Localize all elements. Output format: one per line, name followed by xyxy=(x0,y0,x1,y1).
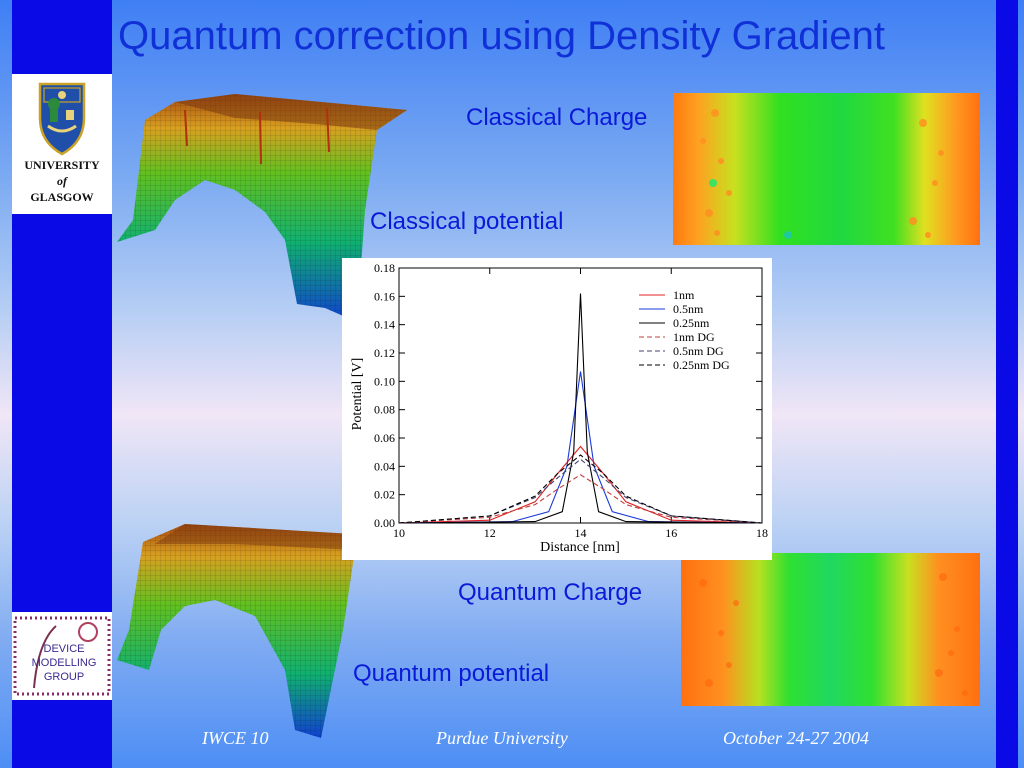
x-tick-label: 14 xyxy=(575,526,587,540)
y-tick-label: 0.08 xyxy=(374,403,395,417)
classical-potential-label: Classical potential xyxy=(370,208,564,235)
slide-title: Quantum correction using Density Gradien… xyxy=(118,14,886,58)
series-line-1nm xyxy=(398,445,763,524)
y-tick-label: 0.12 xyxy=(374,346,395,360)
series-line-0.5nm xyxy=(398,371,763,524)
series-line-0.25nm xyxy=(398,293,763,524)
university-line-2: of xyxy=(57,174,67,188)
x-tick-label: 10 xyxy=(393,526,405,540)
legend-label: 0.5nm xyxy=(673,302,704,316)
legend-label: 0.25nm DG xyxy=(673,358,730,372)
series-line-0.25nm-dg xyxy=(398,454,763,524)
y-tick-label: 0.14 xyxy=(374,318,395,332)
x-tick-label: 18 xyxy=(756,526,768,540)
y-tick-label: 0.02 xyxy=(374,488,395,502)
quantum-charge-heatmap xyxy=(681,553,980,706)
quantum-potential-label: Quantum potential xyxy=(353,660,550,687)
right-border-band xyxy=(996,0,1018,768)
y-tick-label: 0.06 xyxy=(374,431,395,445)
svg-text:DEVICE: DEVICE xyxy=(44,643,85,655)
footer-venue: Purdue University xyxy=(436,728,568,748)
legend-label: 0.25nm xyxy=(673,316,710,330)
chart-background xyxy=(342,258,772,560)
university-line-3: GLASGOW xyxy=(30,190,94,204)
legend-label: 0.5nm DG xyxy=(673,344,724,358)
footer-conference: IWCE 10 xyxy=(202,728,269,748)
university-line-1: UNIVERSITY xyxy=(24,158,100,172)
y-tick-label: 0.00 xyxy=(374,516,395,530)
svg-text:GROUP: GROUP xyxy=(44,671,84,683)
y-tick-label: 0.10 xyxy=(374,374,395,388)
legend-label: 1nm xyxy=(673,288,695,302)
y-axis-label: Potential [V] xyxy=(350,358,365,431)
quantum-potential-surface-plot xyxy=(117,524,387,738)
crest-icon xyxy=(38,82,86,156)
svg-text:MODELLING: MODELLING xyxy=(32,657,97,669)
x-tick-label: 16 xyxy=(665,526,677,540)
series-line-1nm-dg xyxy=(398,474,763,524)
potential-line-chart: 10 12 14 16 18 0.00 0.02 0.04 0.06 0.08 0.10 0.12 0.… xyxy=(342,258,772,560)
quantum-charge-label: Quantum Charge xyxy=(458,579,643,606)
university-logo: UNIVERSITY of GLASGOW xyxy=(12,74,112,214)
classical-potential-surface-plot xyxy=(117,94,407,322)
x-tick-label: 12 xyxy=(484,526,496,540)
dmg-logo-icon: DEVICE MODELLING GROUP xyxy=(13,616,111,696)
classical-charge-label: Classical Charge xyxy=(466,104,648,131)
y-tick-label: 0.16 xyxy=(374,289,395,303)
x-axis-label: Distance [nm] xyxy=(540,540,620,555)
y-tick-label: 0.18 xyxy=(374,261,395,275)
y-tick-label: 0.04 xyxy=(374,459,395,473)
classical-charge-heatmap xyxy=(673,93,980,245)
legend-label: 1nm DG xyxy=(673,330,715,344)
device-modelling-group-logo: DEVICE MODELLING GROUP xyxy=(12,612,112,700)
footer-date: October 24-27 2004 xyxy=(723,728,869,748)
